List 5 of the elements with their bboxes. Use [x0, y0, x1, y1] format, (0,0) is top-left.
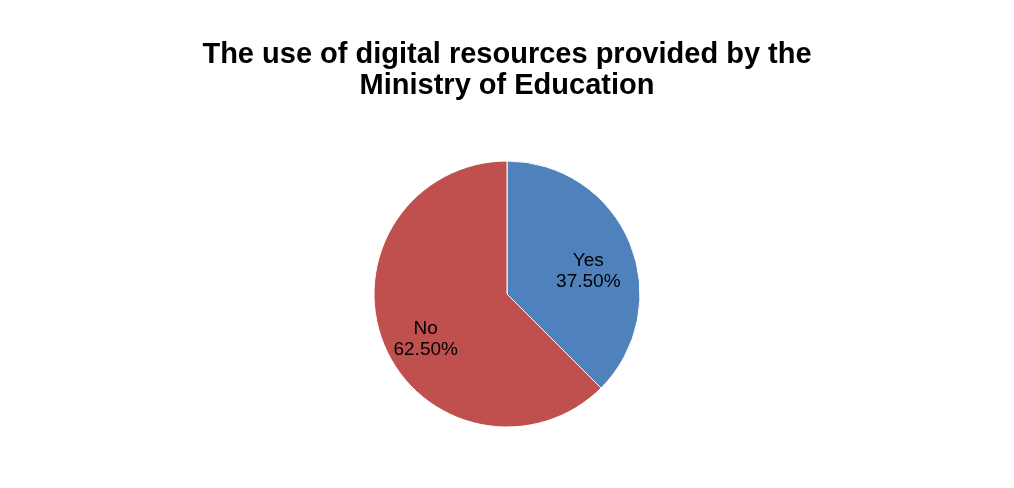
data-label: 62.50%: [393, 337, 459, 359]
slice-label: No: [413, 316, 438, 338]
slice-label: Yes: [572, 249, 604, 271]
chart-title: The use of digital resources provided by the Ministry of Education: [202, 37, 812, 100]
data-label: 37.50%: [556, 270, 621, 292]
